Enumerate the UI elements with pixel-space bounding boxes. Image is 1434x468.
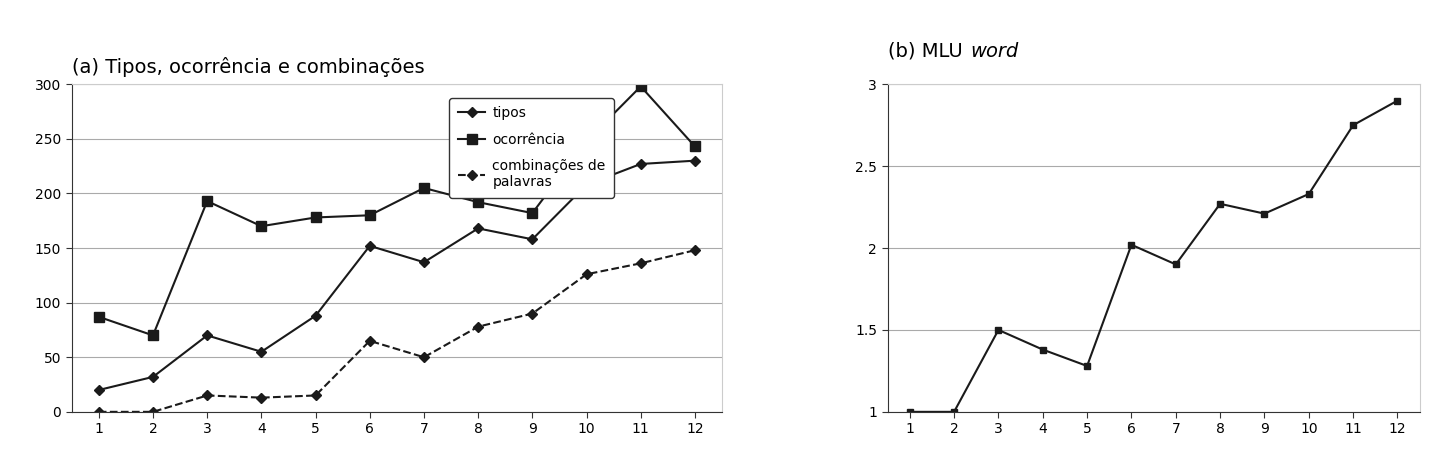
combinações de
palavras	[523, 311, 541, 316]
combinações de
palavras	[307, 393, 324, 398]
combinações de
palavras	[90, 409, 108, 415]
tipos	[523, 236, 541, 242]
tipos	[307, 313, 324, 319]
ocorrência	[469, 199, 486, 205]
Line: ocorrência: ocorrência	[95, 81, 700, 340]
tipos	[469, 226, 486, 231]
ocorrência	[252, 223, 270, 229]
tipos	[361, 243, 379, 249]
tipos	[252, 349, 270, 355]
combinações de
palavras	[361, 338, 379, 344]
tipos	[416, 259, 433, 265]
ocorrência	[361, 212, 379, 218]
combinações de
palavras	[145, 409, 162, 415]
tipos	[578, 182, 595, 188]
ocorrência	[578, 138, 595, 144]
tipos	[198, 333, 215, 338]
combinações de
palavras	[252, 395, 270, 401]
ocorrência	[523, 210, 541, 216]
ocorrência	[687, 144, 704, 149]
ocorrência	[90, 314, 108, 320]
ocorrência	[198, 198, 215, 204]
tipos	[90, 387, 108, 393]
combinações de
palavras	[687, 248, 704, 253]
ocorrência	[416, 185, 433, 191]
Text: (a) Tipos, ocorrência e combinações: (a) Tipos, ocorrência e combinações	[72, 57, 424, 77]
combinações de
palavras	[578, 271, 595, 277]
Text: word: word	[971, 42, 1020, 61]
tipos	[145, 374, 162, 380]
tipos	[632, 161, 650, 167]
Text: (b) MLU: (b) MLU	[888, 42, 962, 61]
combinações de
palavras	[632, 261, 650, 266]
combinações de
palavras	[469, 324, 486, 329]
Legend: tipos, ocorrência, combinações de
palavras: tipos, ocorrência, combinações de palavr…	[449, 98, 614, 197]
combinações de
palavras	[416, 354, 433, 360]
combinações de
palavras	[198, 393, 215, 398]
ocorrência	[632, 84, 650, 89]
Line: combinações de
palavras: combinações de palavras	[95, 247, 698, 415]
ocorrência	[145, 333, 162, 338]
Line: tipos: tipos	[95, 157, 698, 394]
ocorrência	[307, 215, 324, 220]
tipos	[687, 158, 704, 163]
